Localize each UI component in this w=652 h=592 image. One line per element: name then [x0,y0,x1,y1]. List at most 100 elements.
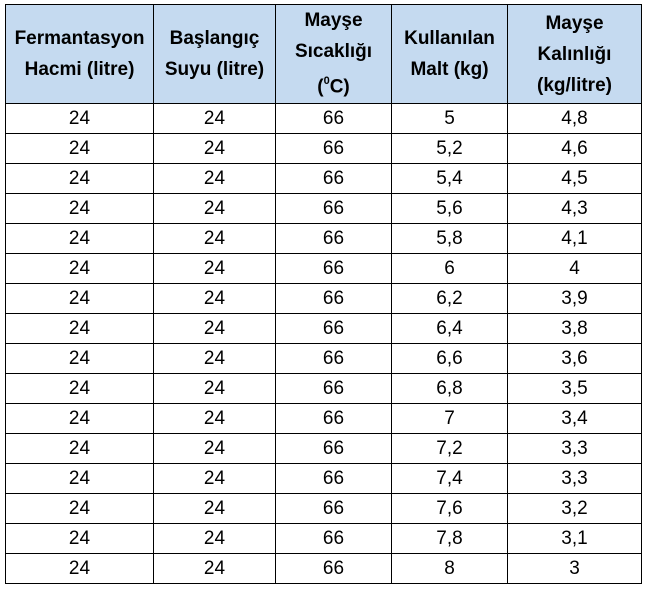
table-row: 24 24 66 6 4 [5,253,642,284]
initial-water-cell: 24 [153,283,276,314]
header-text-line: Mayşe [545,12,604,34]
initial-water-cell: 24 [153,163,276,194]
initial-water-cell: 24 [153,493,276,524]
mash-temperature-cell: 66 [275,433,392,464]
header-text-line: Hacmi (litre) [24,59,135,80]
mash-temperature-cell: 66 [275,493,392,524]
initial-water-cell: 24 [153,553,276,584]
malt-used-cell: 5 [391,103,508,134]
table-row: 24 24 66 6,2 3,9 [5,283,642,314]
fermentation-volume-cell: 24 [5,313,154,344]
malt-used-cell: 7,8 [391,523,508,554]
table-body: 24 24 66 5 4,8 24 24 66 5,2 4,6 24 24 66 5,4 4,5 24 24 66… [5,103,642,584]
mash-thickness-cell: 3,3 [507,463,642,494]
fermentation-volume-cell: 24 [5,163,154,194]
mash-thickness-cell: 4,5 [507,163,642,194]
malt-used-cell: 5,8 [391,223,508,254]
mash-temperature-cell: 66 [275,373,392,404]
fermentation-volume-cell: 24 [5,403,154,434]
mash-temperature-cell: 66 [275,193,392,224]
fermentation-volume-cell: 24 [5,433,154,464]
header-text-line: (kg/litre) [537,74,612,96]
mash-temperature-cell: 66 [275,103,392,134]
fermentation-volume-cell: 24 [5,103,154,134]
fermentation-volume-cell: 24 [5,193,154,224]
malt-used-cell: 7,6 [391,493,508,524]
initial-water-cell: 24 [153,193,276,224]
mash-thickness-cell: 4,1 [507,223,642,254]
initial-water-cell: 24 [153,373,276,404]
table-row: 24 24 66 7,8 3,1 [5,523,642,554]
fermentation-volume-cell: 24 [5,553,154,584]
table-header: Fermantasyon Hacmi (litre) Başlangıç Suy… [5,4,642,104]
initial-water-cell: 24 [153,133,276,164]
header-text-line: Suyu (litre) [164,59,265,80]
mash-temperature-cell: 66 [275,343,392,374]
mash-thickness-cell: 3,8 [507,313,642,344]
mash-temperature-cell: 66 [275,133,392,164]
header-text-line: Fermantasyon [14,28,145,49]
table-row: 24 24 66 6,8 3,5 [5,373,642,404]
fermentation-volume-cell: 24 [5,373,154,404]
unit-suffix: C) [329,76,350,98]
header-text-line: Başlangıç [169,28,260,49]
malt-used-cell: 5,4 [391,163,508,194]
mash-temperature-cell: 66 [275,283,392,314]
malt-used-cell: 6,6 [391,343,508,374]
table-row: 24 24 66 6,4 3,8 [5,313,642,344]
unit-superscript: 0 [323,75,330,88]
header-initial-water: Başlangıç Suyu (litre) [153,4,276,104]
malt-used-cell: 5,2 [391,133,508,164]
mash-thickness-cell: 4,3 [507,193,642,224]
malt-used-cell: 6,4 [391,313,508,344]
fermentation-volume-cell: 24 [5,493,154,524]
initial-water-cell: 24 [153,403,276,434]
header-mash-thickness: Mayşe Kalınlığı (kg/litre) [507,4,642,104]
unit-prefix: ( [317,76,324,98]
table-row: 24 24 66 7,4 3,3 [5,463,642,494]
initial-water-cell: 24 [153,253,276,284]
table-row: 24 24 66 5,6 4,3 [5,193,642,224]
mash-temperature-cell: 66 [275,523,392,554]
table-row: 24 24 66 5,8 4,1 [5,223,642,254]
table-row: 24 24 66 5 4,8 [5,103,642,134]
mash-thickness-cell: 3,3 [507,433,642,464]
header-malt-used: Kullanılan Malt (kg) [391,4,508,104]
mash-thickness-cell: 4,6 [507,133,642,164]
header-text-line: Sıcaklığı [294,41,373,63]
table-container: Fermantasyon Hacmi (litre) Başlangıç Suy… [5,4,642,584]
fermentation-volume-cell: 24 [5,283,154,314]
fermentation-volume-cell: 24 [5,343,154,374]
header-text-line: Malt (kg) [410,59,489,80]
table-row: 24 24 66 7 3,4 [5,403,642,434]
header-text-line: Kullanılan [404,28,495,49]
initial-water-cell: 24 [153,313,276,344]
mash-thickness-cell: 3,2 [507,493,642,524]
fermentation-volume-cell: 24 [5,253,154,284]
fermentation-volume-cell: 24 [5,133,154,164]
malt-used-cell: 6,8 [391,373,508,404]
fermentation-volume-cell: 24 [5,223,154,254]
initial-water-cell: 24 [153,433,276,464]
mash-temperature-cell: 66 [275,403,392,434]
mash-thickness-cell: 3,1 [507,523,642,554]
initial-water-cell: 24 [153,103,276,134]
mash-temperature-cell: 66 [275,223,392,254]
initial-water-cell: 24 [153,463,276,494]
malt-used-cell: 6 [391,253,508,284]
table-row: 24 24 66 7,2 3,3 [5,433,642,464]
initial-water-cell: 24 [153,523,276,554]
mash-temperature-cell: 66 [275,553,392,584]
mash-temperature-cell: 66 [275,463,392,494]
mash-thickness-cell: 4,8 [507,103,642,134]
header-mash-temperature: Mayşe Sıcaklığı (0C) [275,4,392,104]
mash-thickness-cell: 3,6 [507,343,642,374]
mash-temperature-cell: 66 [275,163,392,194]
fermentation-volume-cell: 24 [5,523,154,554]
malt-used-cell: 5,6 [391,193,508,224]
mash-thickness-cell: 3,9 [507,283,642,314]
header-row: Fermantasyon Hacmi (litre) Başlangıç Suy… [5,4,642,104]
mash-thickness-cell: 4 [507,253,642,284]
mash-thickness-table: Fermantasyon Hacmi (litre) Başlangıç Suy… [5,4,642,584]
header-unit-line: (0C) [276,67,391,102]
